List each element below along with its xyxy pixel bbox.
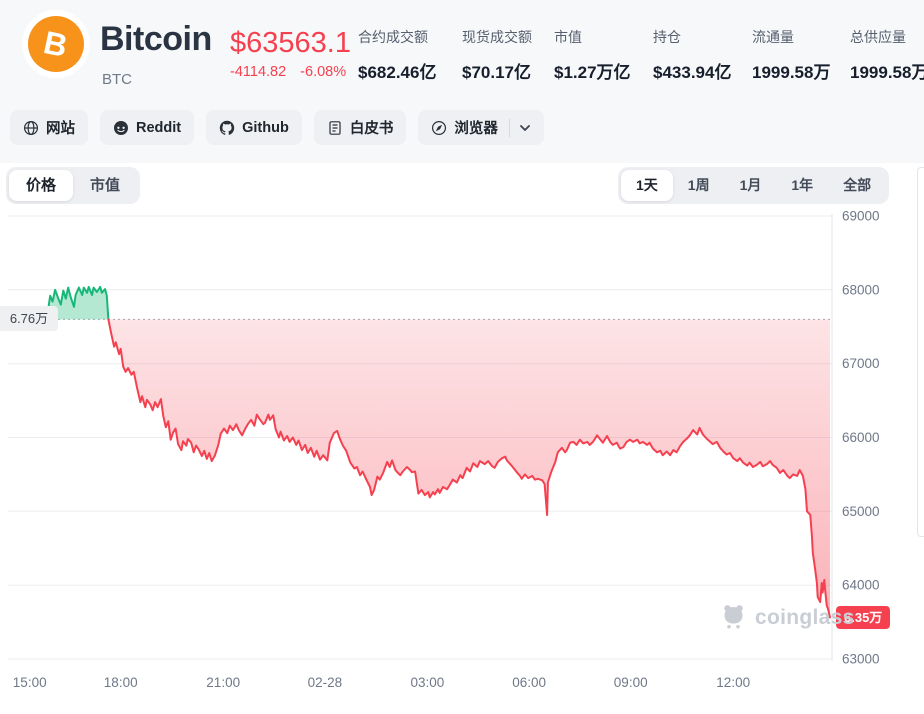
stat-block: 总供应量 1999.58万 [850, 27, 924, 83]
chevron-down-icon[interactable] [519, 124, 531, 131]
stat-value: $70.17亿 [462, 63, 531, 82]
price-chart-section: 69000 68000 67000 66000 65000 64000 63000 15:00… [0, 200, 924, 705]
bitcoin-logo: B [28, 16, 84, 72]
price-chart[interactable]: 69000 68000 67000 66000 65000 64000 63000 15:00… [0, 200, 924, 705]
explorer-icon [431, 120, 447, 136]
stat-block: 合约成交额 $682.46亿 [358, 27, 436, 83]
reddit-link[interactable]: Reddit [100, 110, 195, 145]
stat-value: $1.27万亿 [554, 63, 631, 82]
coin-price: $63563.1 [230, 27, 351, 59]
link-label: Reddit [136, 119, 182, 136]
coin-header: B Bitcoin BTC $63563.1 -4114.82 -6.08% 合约… [0, 0, 924, 100]
tab-1month[interactable]: 1月 [725, 170, 777, 201]
stat-label: 市值 [554, 29, 582, 45]
metric-tab-group: 价格 市值 [6, 167, 141, 204]
loss-line [107, 318, 831, 619]
stat-label: 合约成交额 [358, 29, 428, 45]
price-change-abs: -4114.82 [230, 64, 287, 80]
x-axis-tick-label: 02-28 [308, 675, 343, 690]
stat-label: 流通量 [752, 29, 794, 45]
x-axis-tick-label: 15:00 [13, 675, 47, 690]
stat-block: 流通量 1999.58万 [752, 27, 830, 83]
website-link[interactable]: 网站 [10, 110, 88, 145]
y-axis-tick-label: 68000 [842, 282, 880, 297]
x-axis-tick-label: 03:00 [411, 675, 445, 690]
stat-block: 持仓 $433.94亿 [653, 27, 731, 83]
y-axis-tick-label: 64000 [842, 578, 880, 593]
external-links: 网站 Reddit Github 白皮书 浏览器 [10, 110, 544, 145]
github-link[interactable]: Github [206, 110, 302, 145]
link-label: Github [242, 119, 289, 136]
y-axis-tick-label: 66000 [842, 430, 880, 445]
y-axis-tick-label: 67000 [842, 356, 880, 371]
explorer-link[interactable]: 浏览器 [418, 110, 544, 145]
coin-name: Bitcoin [100, 20, 212, 58]
loss-area [108, 319, 830, 618]
coin-price-change: -4114.82 -6.08% [230, 64, 360, 80]
x-axis-tick-label: 06:00 [512, 675, 546, 690]
x-axis-tick-label: 21:00 [206, 675, 240, 690]
tab-1week[interactable]: 1周 [673, 170, 725, 201]
tab-1year[interactable]: 1年 [776, 170, 828, 201]
stat-block: 现货成交额 $70.17亿 [462, 27, 532, 83]
stat-value: $433.94亿 [653, 63, 732, 82]
whitepaper-icon [327, 120, 343, 136]
reddit-icon [113, 120, 129, 136]
stat-label: 总供应量 [850, 29, 906, 45]
stat-label: 现货成交额 [462, 29, 532, 45]
whitepaper-link[interactable]: 白皮书 [313, 110, 407, 145]
chart-toolbar: 价格 市值 1天 1周 1月 1年 全部 [0, 167, 924, 205]
last-price-badge: 6.35万 [836, 605, 891, 629]
globe-icon [23, 120, 39, 136]
stat-value: 1999.58万 [752, 63, 831, 82]
x-axis-tick-label: 12:00 [716, 675, 750, 690]
link-label: 网站 [46, 121, 75, 137]
x-axis-tick-label: 18:00 [104, 675, 138, 690]
stat-block: 市值 $1.27万亿 [554, 27, 631, 83]
y-axis-tick-label: 65000 [842, 504, 880, 519]
x-axis-tick-label: 09:00 [614, 675, 648, 690]
link-label: 白皮书 [349, 121, 394, 137]
range-tab-group: 1天 1周 1月 1年 全部 [618, 167, 890, 204]
y-axis-tick-label: 63000 [842, 652, 880, 667]
stat-value: $682.46亿 [358, 63, 437, 82]
coinglass-logo-icon [720, 602, 747, 634]
stat-label: 持仓 [653, 29, 681, 45]
github-icon [219, 120, 235, 136]
tab-marketcap[interactable]: 市值 [73, 170, 137, 201]
pill-divider [508, 118, 510, 137]
coin-symbol: BTC [102, 71, 132, 88]
tab-1day[interactable]: 1天 [621, 170, 673, 201]
coinglass-watermark: coinglass [720, 602, 855, 634]
tab-price[interactable]: 价格 [9, 170, 74, 201]
scrollbar-thumb[interactable] [917, 167, 924, 537]
baseline-price-label: 6.76万 [0, 306, 58, 332]
link-label: 浏览器 [454, 121, 498, 137]
price-change-pct: -6.08% [300, 64, 347, 80]
stat-value: 1999.58万 [850, 63, 924, 82]
y-axis-tick-label: 69000 [842, 209, 880, 224]
gain-line [44, 285, 110, 321]
coinglass-wordmark: coinglass [755, 606, 855, 629]
bitcoin-b-glyph: B [40, 23, 72, 65]
tab-all[interactable]: 全部 [828, 170, 886, 201]
